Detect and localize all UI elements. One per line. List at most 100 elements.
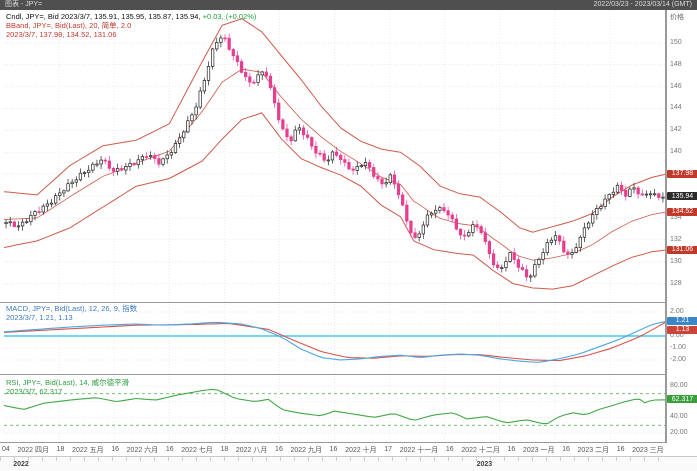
price-chart-canvas[interactable] [0,0,666,443]
candle-down [153,155,157,159]
macd-legend-line1: MACD, JPY=, Bid(Last), 12, 26, 9, 指数 [6,304,138,313]
x-axis-label: 2022 五月 [72,446,104,454]
price-axis[interactable]: 价格 1501481461441421401381361341321301281… [666,10,697,443]
macd-badge: 1.13 [667,325,697,334]
x-axis-label: 2022 七月 [181,446,213,454]
candle-down [157,158,161,165]
candle-down [268,75,273,88]
price-badge: 131.06 [667,245,697,254]
rsi-legend-line1: RSI, JPY=, Bid(Last), 14, 威尔德平滑 [6,378,130,387]
x-axis-label: 16 [507,446,516,453]
candle-up [136,159,140,166]
candle-up [607,194,611,200]
title-bar-left-label: 图表 - JPY= [5,1,43,8]
candle-down [640,193,644,196]
candle-up [95,163,99,166]
candle-up [173,143,178,153]
macd-legend-line2: 2023/3/7, 1.21, 1.13 [6,313,73,322]
macd-signal-line [3,321,666,362]
candle-up [421,224,425,235]
candle-up [186,120,190,133]
candle-down [524,269,529,278]
candle-down [487,241,492,255]
candle-up [541,252,545,260]
candle-down [132,163,136,166]
price-tick-label: 134 [670,213,682,221]
candle-down [306,134,310,138]
candle-up [661,196,665,199]
x-axis-label: 16 [165,446,174,453]
macd-legend: MACD, JPY=, Bid(Last), 12, 26, 9, 指数 202… [6,304,137,322]
candle-up [628,188,632,197]
candle-up [62,190,66,194]
candle-up [202,80,206,92]
candle-down [322,153,326,161]
candle-up [293,129,297,142]
time-axis[interactable]: 04 2022 四月 18 2022 五月 16 2022 六月 16 2022 七月 18 20… [2,443,664,456]
candle-up [4,221,8,224]
candle-up [467,232,471,237]
candle-up [508,252,512,262]
candle-down [409,220,413,234]
candle-down [231,49,235,57]
x-axis-label: 16 [562,446,570,453]
price-axis-title: 价格 [670,14,684,21]
candle-up [29,214,33,223]
candle-up [599,206,603,209]
candle-up [161,158,165,165]
price-tick-label: 128 [670,279,682,287]
candle-down [367,162,372,168]
x-axis-label: 16 [275,446,283,453]
candle-down [372,167,376,177]
time-axis-year-row[interactable]: 2022 2023 [0,456,697,471]
candle-up [330,151,335,161]
candle-up [425,214,430,226]
candle-down [562,240,566,253]
candle-up [326,159,330,162]
price-tick-label: 142 [670,126,682,134]
candle-up [219,37,223,43]
candle-down [277,102,281,121]
candle-down [475,224,479,227]
candle-down [520,267,525,270]
price-badge: 134.52 [667,207,697,216]
candle-up [54,195,58,204]
price-badge: 137.98 [667,169,697,178]
candle-down [558,235,562,242]
candle-down [496,264,500,268]
candle-down [227,37,231,50]
candle-up [256,74,260,83]
candle-up [570,252,574,255]
candle-legend-text: Cndl, JPY=, Bid 2023/3/7, 135.91, 135.95… [6,12,203,21]
macd-badge: 1.21 [667,316,697,325]
candle-down [252,81,256,84]
x-axis-label: 16 [111,446,120,453]
candle-up [91,163,95,171]
candle-up [438,207,442,211]
candle-up [45,203,50,207]
candle-down [310,137,314,147]
candle-down [405,204,409,222]
candle-up [124,166,128,171]
macd-line [3,320,666,363]
main-chart-legend: Cndl, JPY=, Bid 2023/3/7, 135.91, 135.95… [6,12,256,39]
candle-up [648,193,653,196]
candle-up [99,159,103,165]
rsi-line [3,388,666,425]
candle-up [615,184,620,193]
candle-down [37,211,41,213]
candle-down [244,72,248,78]
bband-upper-line [3,18,666,233]
candle-up [169,152,173,156]
candle-down [450,214,454,220]
candle-up [632,187,636,190]
candle-up [582,227,587,238]
candle-up [190,114,194,122]
candle-up [41,205,45,213]
candle-down [516,259,520,268]
bband-legend-line2: 2023/3/7, 137.98, 134.52, 131.06 [6,30,117,39]
year-axis-label: 2022 [13,461,29,468]
candle-up [434,209,438,214]
bband-legend-line1: BBand, JPY=, Bid(Last), 20, 简单, 2.0 [6,21,132,30]
